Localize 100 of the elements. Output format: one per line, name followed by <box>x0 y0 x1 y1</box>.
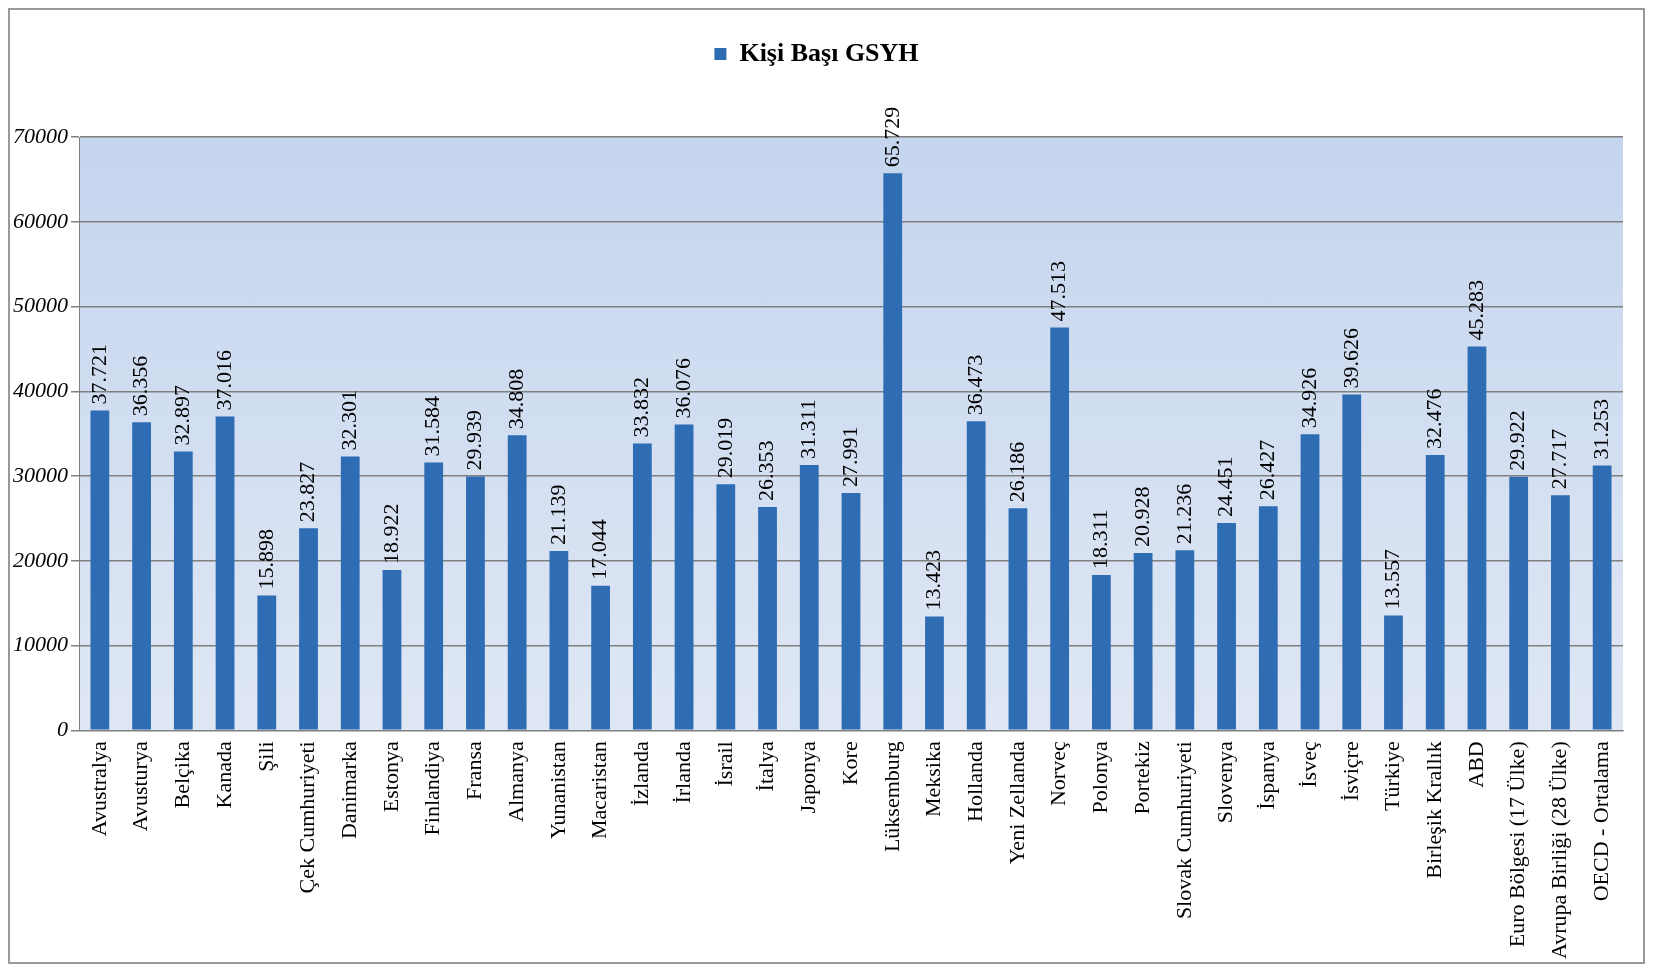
x-tick-label: Kore <box>836 741 862 786</box>
bar <box>257 595 277 730</box>
y-tick-label: 20000 <box>13 546 68 572</box>
y-tick-label: 30000 <box>12 461 68 487</box>
x-tick-label: Belçika <box>169 741 195 809</box>
y-tick-label: 50000 <box>13 292 68 318</box>
bar <box>674 424 694 730</box>
bar <box>591 585 611 730</box>
bar <box>299 528 318 730</box>
x-tick-label: İtalya <box>753 741 779 792</box>
y-tick-label: 60000 <box>13 207 68 233</box>
data-label: 31.584 <box>419 396 445 457</box>
x-tick-label: Kanada <box>210 741 236 809</box>
x-tick-label: Türkiye <box>1379 741 1405 811</box>
data-label: 26.427 <box>1254 439 1280 501</box>
bar <box>549 551 569 730</box>
bar <box>1467 346 1487 730</box>
data-label: 32.476 <box>1421 388 1446 450</box>
data-label: 33.832 <box>628 377 654 438</box>
data-label: 27.717 <box>1546 428 1572 490</box>
data-label: 36.356 <box>127 355 153 417</box>
x-tick-label: Avustralya <box>85 741 111 837</box>
data-label: 36.076 <box>669 358 695 419</box>
y-tick-label: 40000 <box>13 377 68 403</box>
bar <box>1091 575 1111 730</box>
bar <box>90 410 110 730</box>
bar <box>382 569 402 730</box>
x-tick-label: İspanya <box>1254 741 1280 810</box>
x-tick-label: Hollanda <box>961 741 987 822</box>
bar <box>1133 552 1153 730</box>
data-label: 29.939 <box>461 410 487 471</box>
data-label: 47.513 <box>1045 261 1071 322</box>
x-tick-label: Yeni Zellanda <box>1003 741 1029 865</box>
bar <box>1384 615 1403 730</box>
data-label: 37.721 <box>85 344 111 405</box>
x-tick-label: Avrupa Birliği (28 Ülke) <box>1546 741 1572 960</box>
bar <box>716 484 736 730</box>
x-tick-label: İsveç <box>1295 741 1321 788</box>
bar <box>424 462 444 730</box>
data-label: 37.016 <box>210 350 236 411</box>
bar <box>1509 476 1529 730</box>
data-label: 32.897 <box>169 384 195 446</box>
bar <box>1175 550 1195 730</box>
x-tick-label: Almanya <box>502 741 528 822</box>
x-tick-label: İsrail <box>711 741 737 787</box>
x-tick-label: Fransa <box>461 741 487 800</box>
bar <box>925 616 944 730</box>
legend-label: Kişi Başı GSYH <box>739 37 919 67</box>
bar <box>632 443 652 730</box>
bar <box>507 435 527 730</box>
bar <box>966 421 986 730</box>
bar <box>466 476 485 730</box>
bar <box>1551 495 1570 730</box>
data-label: 29.019 <box>711 417 737 479</box>
x-tick-label: Slovenya <box>1212 741 1238 824</box>
data-label: 65.729 <box>878 106 904 168</box>
data-label: 17.044 <box>586 519 612 580</box>
data-label: 21.139 <box>544 484 570 546</box>
x-tick-label: Finlandiya <box>419 741 445 836</box>
data-label: 45.283 <box>1462 279 1488 341</box>
bar <box>132 422 151 730</box>
x-tick-label: Yunanistan <box>544 741 570 840</box>
bar <box>1342 394 1362 730</box>
data-label: 31.253 <box>1587 398 1613 460</box>
bar <box>1050 327 1070 730</box>
data-label: 26.353 <box>753 440 779 501</box>
bar <box>758 506 777 730</box>
x-tick-label: ABD <box>1462 741 1488 788</box>
bar <box>1425 455 1445 730</box>
x-tick-label: Meksika <box>920 741 946 818</box>
bar <box>1217 523 1236 730</box>
x-tick-label: Japonya <box>795 741 821 814</box>
x-tick-label: Slovak Cumhuriyeti <box>1170 741 1196 920</box>
x-tick-label: İsviçre <box>1337 741 1363 802</box>
y-tick-label: 10000 <box>13 631 68 657</box>
data-label: 36.473 <box>961 354 987 416</box>
x-tick-label: Birleşik Krallık <box>1421 741 1446 879</box>
data-label: 15.898 <box>252 529 278 590</box>
bar <box>1008 508 1028 730</box>
data-label: 18.922 <box>377 503 403 564</box>
data-label: 34.808 <box>502 368 528 430</box>
x-tick-label: Danimarka <box>336 741 362 840</box>
x-tick-label: Macaristan <box>586 741 612 840</box>
data-label: 23.827 <box>294 461 320 523</box>
bar <box>799 464 819 730</box>
bar <box>173 451 193 730</box>
y-tick-label: 0 <box>57 716 68 742</box>
data-label: 13.557 <box>1379 548 1405 610</box>
x-tick-label: OECD - Ortalama <box>1587 741 1613 902</box>
x-tick-label: Lüksemburg <box>878 741 904 853</box>
data-label: 21.236 <box>1170 483 1196 545</box>
data-label: 34.926 <box>1295 367 1321 429</box>
bar <box>1258 506 1278 730</box>
bar <box>883 173 903 730</box>
x-tick-label: Avusturya <box>127 741 153 832</box>
x-tick-label: Estonya <box>377 741 403 813</box>
bar <box>215 416 235 730</box>
bar <box>1300 434 1320 730</box>
bar <box>1592 465 1612 730</box>
data-label: 31.311 <box>795 399 821 459</box>
